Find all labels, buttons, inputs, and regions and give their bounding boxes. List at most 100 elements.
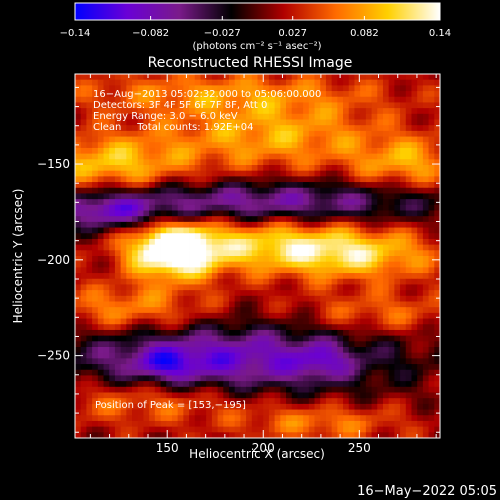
heatmap-cell: [75, 193, 82, 200]
heatmap-cell: [154, 364, 161, 371]
heatmap-cell: [308, 364, 315, 371]
heatmap-cell: [75, 369, 82, 376]
heatmap-cell: [103, 244, 110, 251]
heatmap-cell: [228, 392, 236, 399]
heatmap-cell: [268, 216, 276, 223]
heatmap-cell: [97, 233, 104, 240]
heatmap-cell: [183, 210, 190, 217]
heatmap-cell: [365, 307, 372, 314]
heatmap-cell: [251, 347, 258, 354]
heatmap-cell: [200, 74, 207, 81]
heatmap-cell: [92, 290, 99, 297]
heatmap-cell: [314, 267, 321, 274]
heatmap-cell: [109, 256, 116, 263]
heatmap-cell: [228, 216, 236, 223]
heatmap-cell: [177, 250, 184, 257]
heatmap-cell: [223, 415, 230, 422]
heatmap-cell: [400, 182, 407, 189]
heatmap-cell: [166, 125, 173, 132]
heatmap-cell: [177, 364, 184, 371]
heatmap-cell: [257, 307, 264, 314]
heatmap-cell: [251, 403, 258, 410]
heatmap-cell: [149, 136, 156, 143]
heatmap-cell: [365, 227, 372, 234]
heatmap-cell: [234, 295, 241, 302]
heatmap-cell: [143, 125, 150, 132]
heatmap-cell: [189, 85, 196, 92]
heatmap-cell: [371, 335, 378, 342]
heatmap-cell: [280, 227, 287, 234]
heatmap-cell: [377, 159, 384, 166]
heatmap-cell: [166, 136, 173, 143]
heatmap-cell: [217, 403, 224, 410]
heatmap-cell: [194, 113, 201, 120]
heatmap-cell: [394, 125, 401, 132]
heatmap-cell: [257, 79, 264, 86]
heatmap-cell: [331, 301, 338, 308]
heatmap-cell: [177, 130, 184, 137]
heatmap-cell: [268, 432, 276, 439]
heatmap-cell: [86, 153, 93, 160]
heatmap-cell: [149, 369, 156, 376]
heatmap-cell: [211, 170, 218, 177]
heatmap-cell: [354, 307, 361, 314]
heatmap-cell: [257, 244, 264, 251]
heatmap-cell: [171, 147, 179, 155]
heatmap-cell: [291, 426, 298, 433]
heatmap-cell: [434, 74, 441, 81]
heatmap-cell: [75, 165, 82, 172]
heatmap-cell: [183, 216, 190, 223]
heatmap-cell: [194, 125, 201, 132]
heatmap-cell: [365, 290, 372, 297]
heatmap-cell: [234, 204, 241, 211]
heatmap-cell: [382, 244, 390, 251]
heatmap-cell: [400, 165, 407, 172]
heatmap-cell: [422, 420, 429, 428]
heatmap-cell: [189, 420, 196, 428]
heatmap-cell: [154, 426, 161, 433]
heatmap-cell: [280, 312, 287, 319]
heatmap-cell: [143, 91, 150, 98]
heatmap-cell: [257, 290, 264, 297]
heatmap-cell: [365, 85, 372, 92]
heatmap-cell: [354, 415, 361, 422]
heatmap-cell: [286, 335, 293, 342]
heatmap-cell: [251, 130, 258, 137]
heatmap-cell: [126, 136, 133, 143]
heatmap-cell: [92, 182, 99, 189]
heatmap-cell: [120, 364, 127, 371]
heatmap-cell: [365, 358, 372, 365]
heatmap-cell: [400, 204, 407, 211]
heatmap-cell: [371, 96, 378, 103]
heatmap-cell: [257, 125, 264, 132]
heatmap-cell: [120, 176, 127, 183]
heatmap-cell: [251, 426, 258, 433]
heatmap-cell: [308, 142, 315, 149]
heatmap-cell: [97, 96, 104, 103]
heatmap-cell: [308, 307, 315, 314]
heatmap-cell: [171, 91, 179, 98]
heatmap-cell: [97, 364, 104, 371]
heatmap-cell: [240, 261, 247, 268]
heatmap-cell: [291, 250, 298, 257]
heatmap-cell: [331, 233, 338, 240]
heatmap-cell: [109, 119, 116, 126]
heatmap-cell: [211, 79, 218, 86]
heatmap-cell: [280, 273, 287, 280]
heatmap-cell: [354, 284, 361, 291]
heatmap-cell: [92, 420, 99, 428]
heatmap-cell: [166, 312, 173, 319]
heatmap-cell: [217, 210, 224, 217]
heatmap-cell: [217, 136, 224, 143]
heatmap-cell: [103, 204, 110, 211]
heatmap-cell: [75, 170, 82, 177]
heatmap-cell: [75, 102, 82, 109]
heatmap-cell: [325, 227, 333, 234]
heatmap-cell: [354, 153, 361, 160]
heatmap-cell: [143, 256, 150, 263]
heatmap-cell: [211, 312, 218, 319]
heatmap-cell: [274, 347, 281, 354]
heatmap-cell: [382, 102, 390, 109]
heatmap-cell: [189, 381, 196, 388]
heatmap-cell: [194, 153, 201, 160]
